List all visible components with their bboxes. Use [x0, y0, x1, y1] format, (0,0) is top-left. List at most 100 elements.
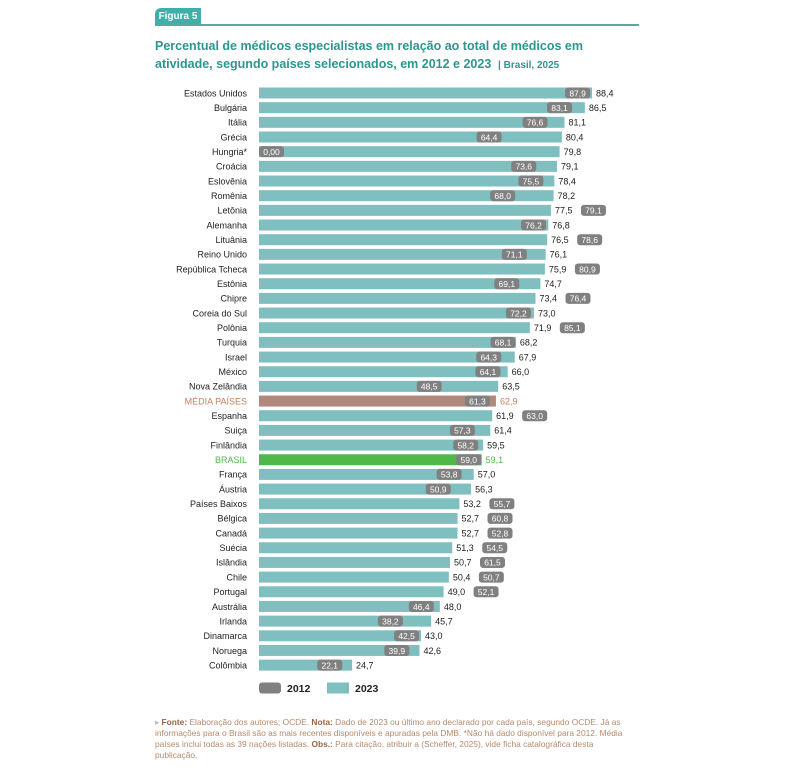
- value-2023: 49,0: [448, 587, 466, 597]
- value-2023: 73,0: [538, 308, 556, 318]
- value-2023: 79,8: [564, 147, 582, 157]
- badge-2012-label: 83,1: [551, 103, 568, 113]
- category-label: México: [218, 367, 247, 377]
- bar-2023: [259, 263, 545, 275]
- badge-2012-label: 72,2: [510, 308, 527, 318]
- bar-2023: [259, 190, 554, 202]
- value-2023: 61,9: [496, 411, 514, 421]
- badge-2012: [490, 336, 516, 348]
- bar-2023: [259, 278, 541, 290]
- badge-2012: [453, 439, 479, 451]
- badge-2012: [489, 498, 515, 510]
- badge-2012: [416, 380, 442, 392]
- category-label: Coreia do Sul: [192, 308, 247, 318]
- badge-2012: [501, 248, 527, 260]
- category-label: Finlândia: [210, 440, 247, 450]
- bar-2023: [259, 116, 565, 128]
- bar-2023: [259, 336, 516, 348]
- figure-label: Figura 5: [155, 8, 201, 25]
- bar-2023: [259, 146, 560, 158]
- bar-2023: [259, 102, 585, 114]
- badge-2012-label: 78,6: [581, 235, 598, 245]
- value-2023: 52,7: [462, 514, 480, 524]
- bar-2023: [259, 131, 562, 143]
- bar-2023: [259, 512, 458, 524]
- bar-2023: [259, 644, 420, 656]
- bar-chart: Estados Unidos 88,4 87,9 Bulgária 86,5 83,1 It…: [176, 87, 614, 695]
- badge-2012: [479, 556, 505, 568]
- badge-2012: [574, 263, 600, 275]
- badge-2012: [475, 366, 501, 378]
- value-2023: 68,2: [520, 338, 538, 348]
- category-label: Bélgica: [217, 514, 247, 524]
- bar-2023: [259, 234, 548, 246]
- value-2023: 53,2: [463, 499, 481, 509]
- badge-2012: [522, 410, 548, 422]
- bar-2023: [259, 498, 460, 510]
- category-label: Países Baixos: [190, 499, 248, 509]
- title-text: Percentual de médicos especialistas em r…: [155, 39, 583, 71]
- legend-swatch-2012: [259, 682, 281, 694]
- fonte-label: Fonte:: [161, 717, 188, 727]
- category-label: França: [219, 470, 247, 480]
- category-label: Canadá: [215, 528, 247, 538]
- category-label: Dinamarca: [203, 631, 247, 641]
- value-2023: 76,8: [552, 220, 570, 230]
- value-2023: 59,5: [487, 440, 505, 450]
- header-divider: [155, 24, 639, 26]
- category-label: Letônia: [217, 206, 247, 216]
- category-label: Grécia: [220, 132, 247, 142]
- badge-2012-label: 64,1: [480, 367, 497, 377]
- badge-2012-label: 59,0: [460, 455, 477, 465]
- bar-2023: [259, 439, 484, 451]
- badge-2012-label: 79,1: [585, 206, 602, 216]
- badge-2012: [565, 87, 591, 99]
- badge-2012: [394, 630, 420, 642]
- value-2023: 59,1: [486, 455, 504, 465]
- bar-2023: [259, 527, 458, 539]
- badge-2012: [580, 204, 606, 216]
- value-2023: 67,9: [519, 352, 537, 362]
- value-2023: 66,0: [512, 367, 530, 377]
- badge-2012-label: 76,2: [525, 220, 542, 230]
- fonte-text: Elaboração dos autores; OCDE.: [189, 717, 310, 727]
- badge-2012: [518, 175, 544, 187]
- category-label: Colômbia: [209, 660, 247, 670]
- category-label: Suécia: [219, 543, 247, 553]
- badge-2012: [476, 351, 502, 363]
- badge-2012: [559, 322, 585, 334]
- category-label: Reino Unido: [197, 250, 247, 260]
- category-label: Croácia: [216, 162, 247, 172]
- bar-2023: [259, 659, 353, 671]
- badge-2012-label: 87,9: [569, 88, 586, 98]
- badge-2012-label: 85,1: [564, 323, 581, 333]
- bar-2023: [259, 175, 555, 187]
- obs-label: Obs.:: [311, 739, 333, 749]
- category-label: Turquia: [217, 338, 247, 348]
- category-label: República Tcheca: [176, 264, 247, 274]
- nota-text: Dado de 2023 ou último ano declarado por…: [155, 717, 623, 749]
- category-label: Austrália: [212, 602, 247, 612]
- bar-2023: [259, 380, 499, 392]
- category-label: Eslovênia: [208, 176, 247, 186]
- category-label: Irlanda: [219, 616, 247, 626]
- badge-2012-label: 63,0: [526, 411, 543, 421]
- value-2023: 80,4: [566, 132, 584, 142]
- value-2023: 56,3: [475, 484, 493, 494]
- obs-text: Para citação, atribuir a (Scheffer, 2025…: [155, 739, 594, 760]
- badge-2012-label: 50,7: [483, 572, 500, 582]
- badge-2012: [478, 571, 504, 583]
- value-2023: 74,7: [544, 279, 562, 289]
- category-label: Espanha: [211, 411, 247, 421]
- value-2023: 45,7: [435, 616, 453, 626]
- bar-2023: [259, 351, 515, 363]
- bar-2023: [259, 424, 491, 436]
- category-label: Áustria: [219, 484, 247, 494]
- chart-title: Percentual de médicos especialistas em r…: [155, 39, 583, 71]
- value-2023: 77,5: [555, 206, 573, 216]
- category-label: Chipre: [220, 294, 247, 304]
- badge-2012-label: 76,6: [527, 118, 544, 128]
- category-label: Estônia: [217, 279, 247, 289]
- nota-label: Nota:: [311, 717, 333, 727]
- value-2023: 78,2: [558, 191, 576, 201]
